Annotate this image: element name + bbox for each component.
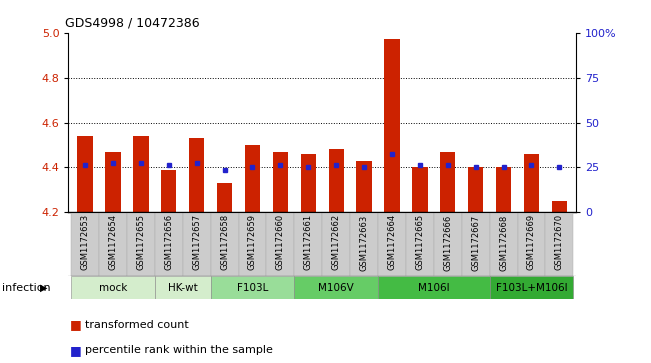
- Bar: [217, 183, 232, 212]
- Bar: [99, 212, 127, 276]
- Bar: [266, 212, 294, 276]
- Bar: [468, 167, 483, 212]
- Bar: [133, 136, 148, 212]
- Text: mock: mock: [99, 283, 127, 293]
- Text: GSM1172668: GSM1172668: [499, 214, 508, 270]
- Bar: [412, 167, 428, 212]
- Text: F103L: F103L: [237, 283, 268, 293]
- Bar: [71, 212, 99, 276]
- Bar: [440, 152, 456, 212]
- Bar: [356, 161, 372, 212]
- Text: GSM1172670: GSM1172670: [555, 214, 564, 270]
- Text: ▶: ▶: [40, 283, 48, 293]
- Text: GSM1172657: GSM1172657: [192, 214, 201, 270]
- Text: GSM1172663: GSM1172663: [359, 214, 368, 270]
- Bar: [155, 276, 211, 299]
- Bar: [322, 212, 350, 276]
- Text: GSM1172665: GSM1172665: [415, 214, 424, 270]
- Bar: [496, 167, 511, 212]
- Text: GDS4998 / 10472386: GDS4998 / 10472386: [65, 16, 200, 29]
- Bar: [294, 212, 322, 276]
- Text: infection: infection: [2, 283, 51, 293]
- Text: percentile rank within the sample: percentile rank within the sample: [85, 345, 273, 355]
- Bar: [518, 212, 546, 276]
- Bar: [378, 212, 406, 276]
- Text: GSM1172667: GSM1172667: [471, 214, 480, 270]
- Bar: [490, 212, 518, 276]
- Text: GSM1172654: GSM1172654: [109, 214, 117, 270]
- Text: GSM1172659: GSM1172659: [248, 214, 257, 270]
- Text: GSM1172669: GSM1172669: [527, 214, 536, 270]
- Bar: [211, 212, 238, 276]
- Text: GSM1172662: GSM1172662: [332, 214, 340, 270]
- Text: ■: ■: [70, 318, 81, 331]
- Bar: [127, 212, 155, 276]
- Bar: [406, 212, 434, 276]
- Bar: [462, 212, 490, 276]
- Bar: [161, 170, 176, 212]
- Bar: [183, 212, 211, 276]
- Bar: [551, 201, 567, 212]
- Bar: [189, 138, 204, 212]
- Bar: [329, 150, 344, 212]
- Bar: [350, 212, 378, 276]
- Bar: [294, 276, 378, 299]
- Text: GSM1172653: GSM1172653: [81, 214, 90, 270]
- Text: GSM1172655: GSM1172655: [137, 214, 145, 270]
- Text: M106I: M106I: [418, 283, 450, 293]
- Bar: [378, 276, 490, 299]
- Text: M106V: M106V: [318, 283, 354, 293]
- Bar: [301, 154, 316, 212]
- Text: GSM1172658: GSM1172658: [220, 214, 229, 270]
- Bar: [211, 276, 294, 299]
- Bar: [490, 276, 574, 299]
- Text: GSM1172666: GSM1172666: [443, 214, 452, 270]
- Text: F103L+M106I: F103L+M106I: [495, 283, 567, 293]
- Text: GSM1172664: GSM1172664: [387, 214, 396, 270]
- Text: GSM1172661: GSM1172661: [304, 214, 312, 270]
- Text: GSM1172656: GSM1172656: [164, 214, 173, 270]
- Bar: [434, 212, 462, 276]
- Bar: [524, 154, 539, 212]
- Bar: [245, 145, 260, 212]
- Bar: [71, 276, 155, 299]
- Text: ■: ■: [70, 344, 81, 357]
- Bar: [238, 212, 266, 276]
- Bar: [546, 212, 574, 276]
- Bar: [105, 152, 120, 212]
- Bar: [155, 212, 183, 276]
- Bar: [77, 136, 92, 212]
- Text: HK-wt: HK-wt: [168, 283, 198, 293]
- Text: GSM1172660: GSM1172660: [276, 214, 285, 270]
- Text: transformed count: transformed count: [85, 320, 188, 330]
- Bar: [273, 152, 288, 212]
- Bar: [384, 40, 400, 212]
